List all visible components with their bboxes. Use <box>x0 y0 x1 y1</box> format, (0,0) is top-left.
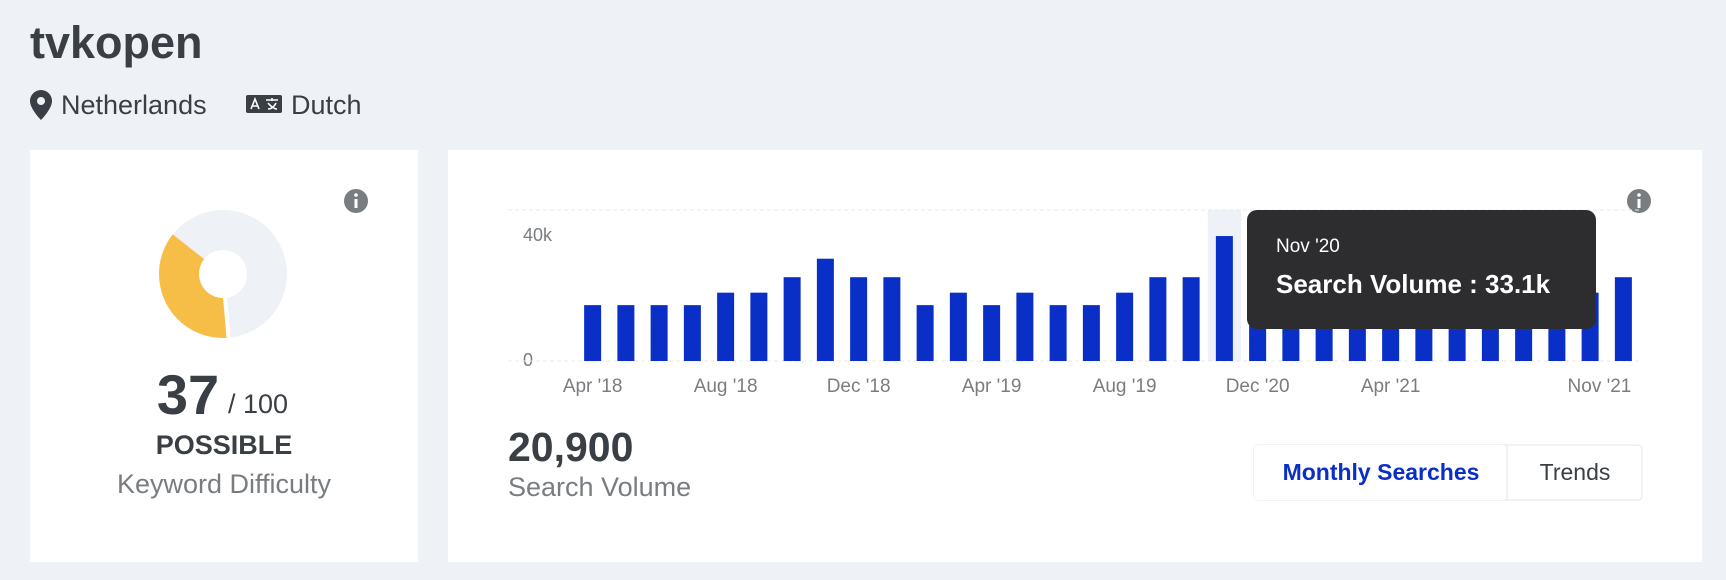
language-icon <box>246 95 282 113</box>
bar <box>1116 292 1134 361</box>
x-tick-label: Apr '18 <box>563 376 623 397</box>
bar <box>949 292 967 361</box>
volume-label: Search Volume <box>508 472 691 502</box>
difficulty-scale: / 100 <box>228 389 288 419</box>
bar <box>650 305 668 361</box>
bar <box>1149 277 1167 361</box>
tooltip <box>1247 210 1596 329</box>
bar <box>883 277 901 361</box>
x-tick-label: Nov '21 <box>1568 376 1632 397</box>
location: Netherlands <box>61 90 207 120</box>
x-tick-label: Apr '19 <box>962 376 1022 397</box>
volume-value: 20,900 <box>508 424 633 470</box>
x-tick-label: Dec '18 <box>827 376 891 397</box>
tab[interactable]: Monthly Searches <box>1283 459 1480 485</box>
bar <box>1082 305 1100 361</box>
y-tick-label: 0 <box>523 350 533 370</box>
tab-active[interactable] <box>1254 445 1507 500</box>
x-tick-label: Dec '20 <box>1226 376 1290 397</box>
difficulty-score: 37 <box>157 363 219 426</box>
bar <box>816 258 834 361</box>
gauge-arc <box>159 234 229 338</box>
x-tick-label: Apr '21 <box>1361 376 1421 397</box>
gauge-gap <box>222 295 231 340</box>
location-icon <box>30 90 52 120</box>
bar <box>850 277 868 361</box>
bar <box>717 292 735 361</box>
tooltip-title: Nov '20 <box>1276 236 1340 257</box>
x-tick-label: Aug '18 <box>694 376 758 397</box>
bar <box>1215 236 1233 361</box>
bar <box>983 305 1001 361</box>
bar <box>1049 305 1067 361</box>
tooltip-text: Search Volume : 33.1k <box>1276 269 1551 299</box>
x-tick-label: Aug '19 <box>1093 376 1157 397</box>
info-icon[interactable] <box>1627 189 1651 213</box>
difficulty-rating: POSSIBLE <box>156 430 293 460</box>
bar <box>1182 277 1200 361</box>
bar <box>584 305 602 361</box>
bar <box>783 277 801 361</box>
keyword-title: tvkopen <box>30 17 203 68</box>
language: Dutch <box>291 90 362 120</box>
bar <box>683 305 701 361</box>
bar <box>617 305 635 361</box>
tab[interactable]: Trends <box>1540 459 1611 485</box>
info-icon[interactable] <box>344 189 368 213</box>
bar <box>750 292 768 361</box>
bar <box>1016 292 1034 361</box>
difficulty-label: Keyword Difficulty <box>117 469 332 499</box>
y-tick-label: 40k <box>523 225 553 245</box>
bar <box>916 305 934 361</box>
bar <box>1614 277 1632 361</box>
